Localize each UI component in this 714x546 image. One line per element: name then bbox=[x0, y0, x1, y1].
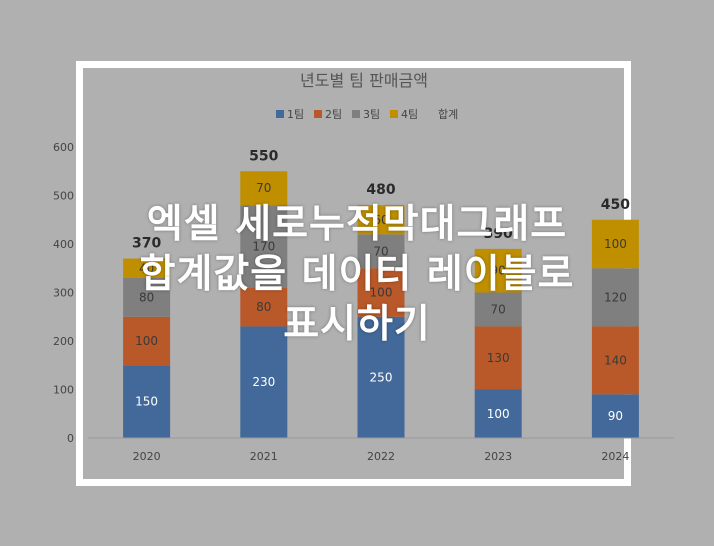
x-tick-label: 2023 bbox=[484, 450, 512, 463]
data-label: 40 bbox=[139, 261, 154, 275]
bar-segment bbox=[474, 326, 522, 390]
data-label: 140 bbox=[604, 353, 627, 367]
x-tick-label: 2024 bbox=[601, 450, 629, 463]
legend-label: 1팀 bbox=[287, 108, 304, 121]
bar-segment bbox=[357, 316, 405, 438]
legend-label: 3팀 bbox=[363, 108, 380, 121]
bar-segment bbox=[474, 292, 522, 327]
data-label: 120 bbox=[604, 290, 627, 304]
y-tick-label: 300 bbox=[53, 287, 74, 300]
legend-label: 2팀 bbox=[325, 108, 342, 121]
total-label: 450 bbox=[601, 197, 630, 213]
bar-segment bbox=[240, 287, 288, 327]
bar-segment bbox=[123, 258, 171, 278]
data-label: 90 bbox=[608, 409, 623, 423]
bar-segment bbox=[591, 219, 639, 269]
data-label: 70 bbox=[491, 302, 506, 316]
data-label: 90 bbox=[491, 264, 506, 278]
bar-segment bbox=[474, 248, 522, 293]
bar-segment bbox=[591, 326, 639, 395]
bar-segment bbox=[474, 389, 522, 438]
total-label: 370 bbox=[132, 236, 161, 252]
chart-legend: 1팀 2팀 3팀 4팀 합계 bbox=[276, 108, 458, 121]
bar-segment bbox=[123, 365, 171, 438]
bar-segment bbox=[240, 171, 288, 206]
bar-segment bbox=[357, 205, 405, 235]
y-tick-label: 0 bbox=[67, 432, 74, 445]
chart-title: 년도별 팀 판매금액 bbox=[300, 71, 428, 90]
legend-swatch bbox=[352, 110, 360, 118]
total-label: 390 bbox=[484, 226, 513, 242]
bar-segment bbox=[123, 316, 171, 366]
total-label: 550 bbox=[249, 148, 278, 164]
bar-segment bbox=[240, 326, 288, 438]
y-tick-label: 400 bbox=[53, 238, 74, 251]
y-tick-label: 200 bbox=[53, 335, 74, 348]
data-label: 100 bbox=[487, 407, 510, 421]
data-label: 150 bbox=[135, 395, 158, 409]
x-axis: 2020 2021 2022 2023 2024 bbox=[88, 437, 674, 463]
x-tick-label: 2020 bbox=[133, 450, 161, 463]
data-label: 70 bbox=[373, 244, 388, 258]
legend-swatch bbox=[276, 110, 284, 118]
bar-segment bbox=[591, 394, 639, 438]
data-label: 100 bbox=[135, 334, 158, 348]
bar-stacks: 150 100 80 40 370 230 80 170 70 550 250 100 70 60 480 1… bbox=[123, 148, 639, 438]
legend-swatch bbox=[390, 110, 398, 118]
data-label: 80 bbox=[139, 290, 154, 304]
bar-segment bbox=[123, 277, 171, 317]
data-label: 70 bbox=[256, 181, 271, 195]
bar-segment bbox=[240, 205, 288, 288]
bar-segment bbox=[357, 234, 405, 269]
data-label: 100 bbox=[370, 286, 393, 300]
x-tick-label: 2021 bbox=[250, 450, 278, 463]
data-label: 170 bbox=[252, 239, 275, 253]
data-label: 130 bbox=[487, 351, 510, 365]
data-label: 100 bbox=[604, 237, 627, 251]
y-tick-label: 600 bbox=[53, 141, 74, 154]
legend-label: 4팀 bbox=[401, 108, 418, 121]
data-label: 250 bbox=[370, 370, 393, 384]
total-label: 480 bbox=[366, 182, 395, 198]
x-tick-label: 2022 bbox=[367, 450, 395, 463]
bar-segment bbox=[357, 268, 405, 317]
legend-label-total: 합계 bbox=[438, 108, 458, 121]
y-tick-label: 100 bbox=[53, 384, 74, 397]
y-axis: 0 100 200 300 400 500 600 bbox=[53, 141, 74, 445]
data-label: 60 bbox=[373, 213, 388, 227]
y-tick-label: 500 bbox=[53, 190, 74, 203]
data-label: 80 bbox=[256, 300, 271, 314]
legend-swatch bbox=[314, 110, 322, 118]
data-label: 230 bbox=[252, 375, 275, 389]
bar-segment bbox=[591, 268, 639, 327]
